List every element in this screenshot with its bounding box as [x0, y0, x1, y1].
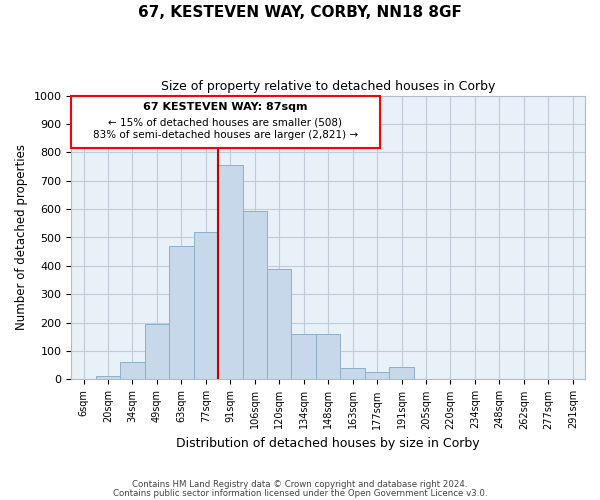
Bar: [242, 210, 267, 380]
Bar: [389, 367, 414, 380]
Bar: [267, 268, 292, 380]
Bar: [414, 378, 438, 380]
X-axis label: Distribution of detached houses by size in Corby: Distribution of detached houses by size …: [176, 437, 480, 450]
Bar: [292, 334, 316, 380]
Bar: [145, 324, 169, 380]
Y-axis label: Number of detached properties: Number of detached properties: [15, 144, 28, 330]
Text: 83% of semi-detached houses are larger (2,821) →: 83% of semi-detached houses are larger (…: [93, 130, 358, 140]
Text: Contains HM Land Registry data © Crown copyright and database right 2024.: Contains HM Land Registry data © Crown c…: [132, 480, 468, 489]
Bar: [218, 165, 242, 380]
Text: 67 KESTEVEN WAY: 87sqm: 67 KESTEVEN WAY: 87sqm: [143, 102, 308, 112]
Bar: [71, 378, 96, 380]
Text: 67, KESTEVEN WAY, CORBY, NN18 8GF: 67, KESTEVEN WAY, CORBY, NN18 8GF: [138, 5, 462, 20]
Bar: [194, 232, 218, 380]
Bar: [365, 372, 389, 380]
Title: Size of property relative to detached houses in Corby: Size of property relative to detached ho…: [161, 80, 496, 93]
Bar: [169, 246, 194, 380]
Text: ← 15% of detached houses are smaller (508): ← 15% of detached houses are smaller (50…: [109, 117, 343, 127]
Text: Contains public sector information licensed under the Open Government Licence v3: Contains public sector information licen…: [113, 488, 487, 498]
Bar: [316, 334, 340, 380]
Bar: [120, 362, 145, 380]
Bar: [340, 368, 365, 380]
Bar: [96, 376, 120, 380]
